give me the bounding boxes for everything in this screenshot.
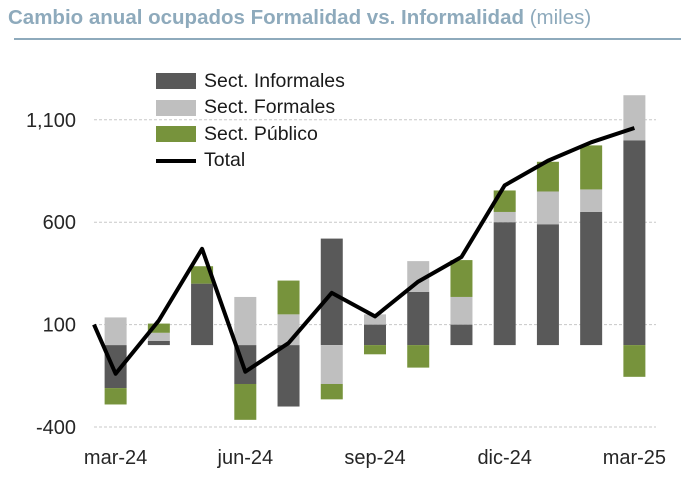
- x-tick-label: jun-24: [217, 447, 274, 469]
- bar-formales: [104, 317, 127, 346]
- bar-informales: [623, 140, 646, 346]
- chart-title-unit: (miles): [529, 6, 592, 29]
- x-tick-label: sep-24: [344, 447, 405, 469]
- legend-label: Sect. Informales: [204, 69, 345, 92]
- bar-publico: [450, 260, 473, 297]
- total-line: [92, 126, 636, 376]
- chart-title: Cambio anual ocupados Formalidad vs. Inf…: [8, 6, 591, 30]
- bar-formales: [450, 296, 473, 325]
- bar-formales: [580, 189, 603, 212]
- bar-publico: [320, 383, 343, 400]
- bar-informales: [277, 345, 300, 407]
- legend-item: Sect. Formales: [156, 95, 345, 122]
- bar-publico: [234, 383, 257, 420]
- chart-title-main: Cambio anual ocupados Formalidad vs. Inf…: [8, 6, 525, 29]
- bar-informales: [450, 324, 473, 346]
- bar-publico: [407, 345, 430, 368]
- y-tick-label: 600: [43, 212, 76, 234]
- bar-formales: [493, 211, 516, 223]
- x-tick-label: mar-24: [84, 447, 147, 469]
- total-line-series: [92, 126, 636, 376]
- bar-formales: [536, 191, 559, 225]
- bar-informales: [493, 222, 516, 346]
- legend-item: Total: [156, 148, 345, 175]
- bar-informales: [191, 283, 214, 346]
- y-axis-labels: 1,100 600 100 -400: [26, 110, 76, 439]
- title-underline: [14, 38, 681, 40]
- bar-formales: [623, 95, 646, 141]
- bar-informales: [580, 211, 603, 346]
- bar-publico: [104, 388, 127, 405]
- legend-swatch: [156, 99, 196, 116]
- y-tick-label: 1,100: [26, 110, 76, 132]
- legend-item: Sect. Informales: [156, 68, 345, 95]
- x-tick-label: dic-24: [477, 447, 531, 469]
- legend-label: Total: [204, 149, 246, 172]
- y-tick-label: 100: [43, 315, 76, 337]
- bar-publico: [147, 323, 170, 333]
- x-axis-labels: mar-24 jun-24 sep-24 dic-24 mar-25: [84, 447, 666, 469]
- legend-swatch: [156, 73, 196, 90]
- bar-formales: [320, 345, 343, 384]
- bar-informales: [147, 340, 170, 346]
- bar-publico: [191, 266, 214, 284]
- bar-publico: [623, 345, 646, 377]
- chart-legend: Sect. Informales Sect. Formales Sect. Públ…: [156, 68, 345, 174]
- bar-publico: [364, 345, 386, 355]
- bar-informales: [364, 324, 386, 346]
- bar-formales: [147, 332, 170, 341]
- y-tick-label: -400: [36, 417, 76, 439]
- legend-item: Sect. Público: [156, 121, 345, 148]
- legend-swatch: [156, 158, 196, 163]
- legend-swatch: [156, 126, 196, 143]
- bar-publico: [580, 145, 603, 190]
- bar-publico: [536, 161, 559, 192]
- bar-informales: [104, 345, 127, 389]
- legend-label: Sect. Formales: [204, 96, 336, 119]
- bar-informales: [407, 291, 430, 346]
- bar-publico: [277, 280, 300, 315]
- bar-formales: [234, 296, 257, 346]
- legend-label: Sect. Público: [204, 122, 318, 145]
- x-tick-label: mar-25: [603, 447, 666, 469]
- bar-formales: [364, 314, 386, 325]
- bar-informales: [536, 224, 559, 346]
